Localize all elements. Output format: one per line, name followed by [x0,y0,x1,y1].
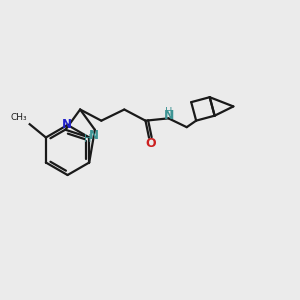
Text: N: N [164,110,174,122]
Text: CH₃: CH₃ [11,113,27,122]
Text: N: N [62,118,72,131]
Text: H: H [165,107,173,117]
Text: N: N [88,129,98,142]
Text: H: H [84,134,91,144]
Text: O: O [145,136,155,150]
